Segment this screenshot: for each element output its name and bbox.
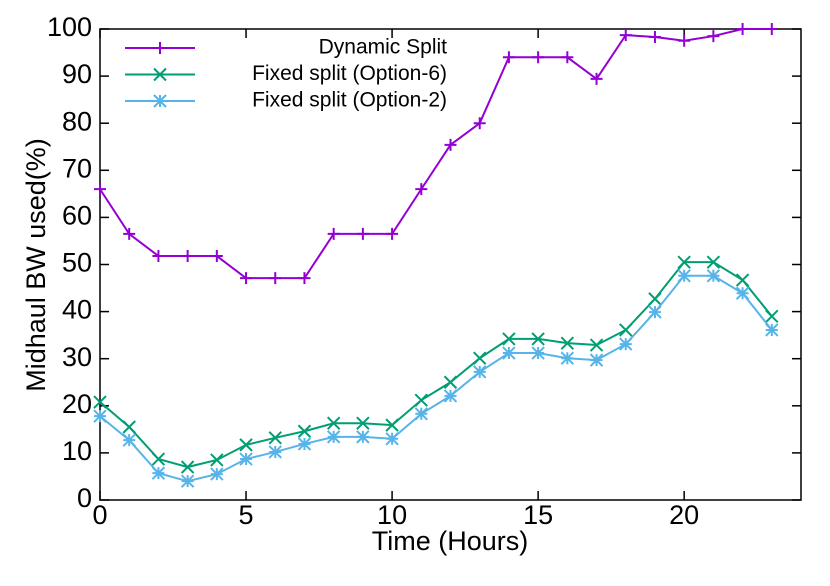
data-point: [706, 269, 721, 283]
data-point: [473, 365, 487, 379]
data-point: [560, 351, 575, 365]
data-point: [297, 424, 312, 438]
y-tick-label: 60: [62, 201, 92, 231]
data-point: [415, 183, 428, 196]
data-point: [531, 332, 545, 346]
data-point: [356, 416, 370, 430]
legend-marker: [154, 42, 166, 54]
data-point: [678, 34, 691, 47]
data-point: [123, 227, 136, 240]
data-point: [94, 183, 106, 196]
data-point: [326, 430, 341, 444]
data-point: [443, 389, 458, 403]
data-point: [386, 227, 399, 240]
data-point: [648, 305, 662, 319]
y-tick-label: 90: [62, 59, 92, 89]
data-point: [151, 466, 166, 480]
y-tick-label: 50: [62, 248, 92, 278]
data-point: [443, 375, 458, 389]
data-point: [532, 51, 545, 64]
data-point: [414, 393, 428, 407]
y-tick-label: 70: [62, 153, 92, 183]
data-point: [589, 353, 604, 367]
data-point: [298, 272, 311, 285]
data-point: [473, 351, 487, 365]
x-axis-label: Time (Hours): [372, 526, 529, 556]
x-tick-label: 20: [669, 500, 699, 530]
y-axis-label: Midhaul BW used(%): [21, 138, 51, 392]
data-point: [93, 409, 107, 423]
data-point: [180, 474, 195, 488]
x-tick-label: 10: [377, 500, 407, 530]
legend-label: Fixed split (Option-6): [252, 62, 447, 85]
data-point: [240, 272, 253, 285]
data-point: [180, 460, 195, 474]
data-point: [385, 432, 399, 446]
data-point: [765, 323, 779, 337]
data-point: [560, 336, 575, 350]
data-point: [502, 332, 516, 346]
data-point: [590, 72, 603, 85]
data-point: [561, 51, 574, 64]
legend-label: Fixed split (Option-2): [252, 89, 447, 112]
data-point: [151, 452, 166, 466]
data-point: [648, 292, 662, 306]
data-point: [765, 23, 778, 35]
data-point: [356, 430, 370, 444]
data-point: [210, 250, 223, 263]
y-tick-label: 20: [62, 389, 92, 419]
legend-marker: [153, 94, 167, 108]
data-point: [765, 309, 779, 324]
data-point: [735, 273, 750, 287]
data-point: [239, 452, 253, 466]
data-point: [122, 420, 136, 434]
data-point: [444, 138, 457, 151]
data-point: [619, 323, 633, 337]
x-tick-label: 0: [92, 500, 107, 530]
y-tick-label: 40: [62, 295, 92, 325]
data-point: [502, 51, 515, 64]
data-point: [736, 23, 749, 35]
data-point: [677, 269, 691, 283]
data-point: [268, 431, 282, 445]
data-point: [181, 250, 194, 263]
data-point: [531, 346, 545, 360]
data-point: [619, 337, 633, 351]
data-point: [210, 453, 224, 467]
series-line: [99, 274, 773, 483]
x-tick-label: 15: [523, 500, 553, 530]
y-tick-label: 100: [47, 12, 92, 42]
data-point: [122, 433, 136, 447]
legend-label: Dynamic Split: [319, 36, 448, 59]
data-point: [414, 407, 428, 421]
data-point: [297, 437, 312, 451]
data-point: [648, 31, 661, 44]
data-point: [735, 286, 750, 300]
x-tick-label: 5: [239, 500, 254, 530]
data-point: [268, 445, 282, 459]
data-point: [239, 438, 253, 452]
data-point: [152, 250, 165, 263]
y-tick-label: 0: [77, 483, 92, 513]
data-point: [93, 395, 107, 409]
data-point: [327, 227, 340, 240]
data-point: [473, 117, 486, 130]
data-point: [269, 272, 282, 285]
data-point: [619, 29, 632, 42]
data-point: [707, 30, 720, 43]
data-point: [326, 416, 341, 430]
data-point: [677, 255, 691, 269]
data-point: [589, 338, 604, 352]
data-point: [210, 467, 224, 481]
data-point: [706, 255, 721, 269]
legend-marker: [153, 67, 167, 82]
plot-border: [99, 28, 802, 501]
y-tick-label: 80: [62, 106, 92, 136]
y-tick-label: 30: [62, 342, 92, 372]
y-tick-label: 10: [62, 436, 92, 466]
data-point: [502, 346, 516, 360]
data-point: [356, 227, 369, 240]
data-point: [385, 418, 399, 432]
